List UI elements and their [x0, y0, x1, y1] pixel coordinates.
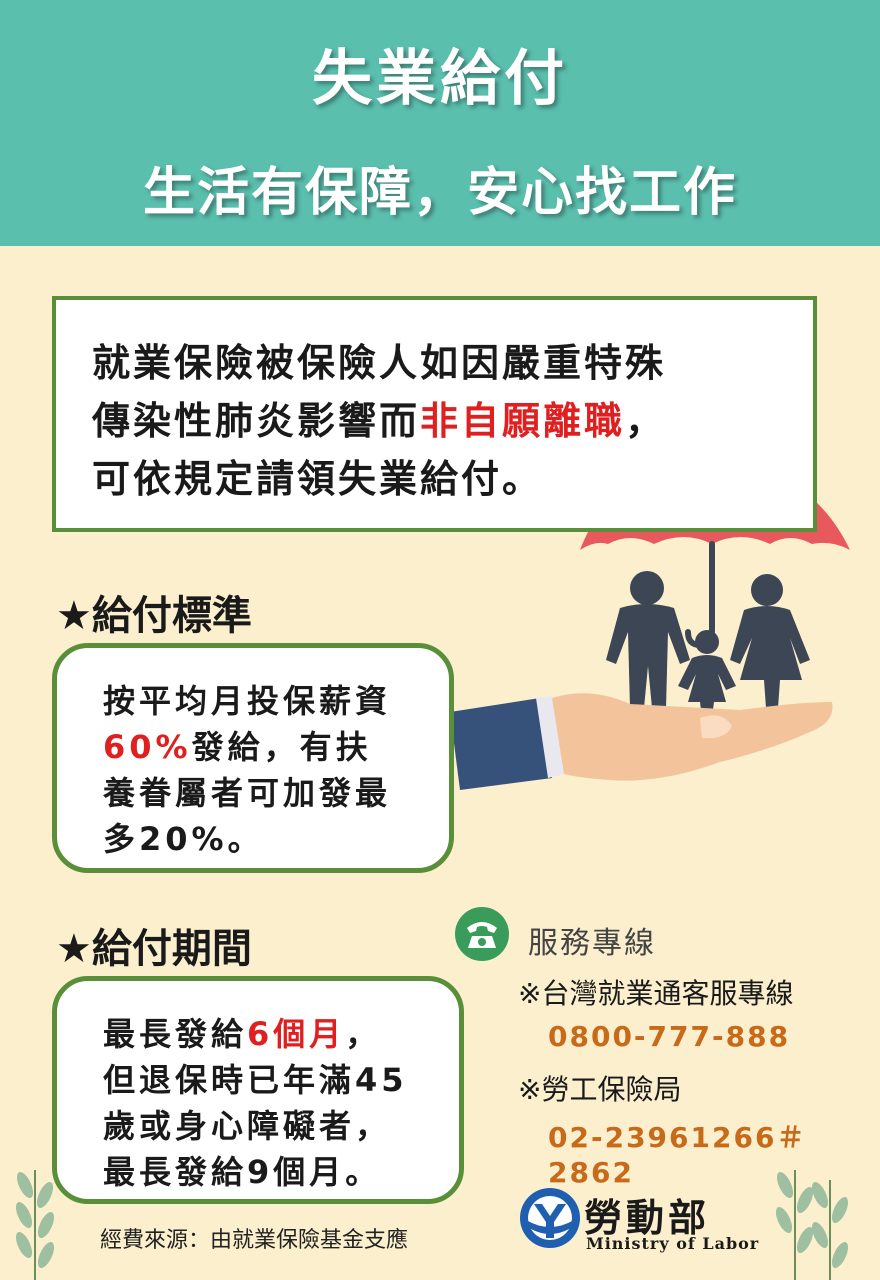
ministry-logo-icon	[520, 1188, 580, 1248]
standard-highlight: 60%	[103, 728, 192, 766]
standard-box: 按平均月投保薪資 60%發給，有扶 養眷屬者可加發最 多20%。	[52, 643, 454, 873]
hotline-number[interactable]: 02-23961266＃2862	[548, 1121, 807, 1189]
plant-right-decoration	[775, 1170, 849, 1280]
hotline-number[interactable]: 0800-777-888	[548, 1020, 791, 1053]
intro-text: ，	[625, 399, 667, 443]
hotline-title: 服務專線	[528, 926, 656, 961]
standard-line: 多20%。	[103, 820, 264, 858]
intro-line: 傳染性肺炎影響而非自願離職，	[92, 392, 813, 450]
period-line: 最長發給9個月。	[103, 1153, 382, 1191]
period-line: 最長發給6個月，	[103, 1011, 459, 1057]
intro-highlight: 非自願離職	[420, 399, 626, 443]
hotline-label: ※台灣就業通客服專線	[518, 977, 794, 1010]
intro-line: 可依規定請領失業給付。	[92, 457, 544, 501]
ministry-name: 勞動部	[584, 1195, 711, 1240]
standard-line: 養眷屬者可加發最	[103, 774, 392, 812]
intro-line: 就業保險被保險人如因嚴重特殊	[92, 341, 667, 385]
standard-heading: ★給付標準	[56, 593, 252, 639]
plant-left-decoration	[15, 1170, 55, 1280]
period-line: 歲或身心障礙者，	[103, 1107, 392, 1145]
page-title: 失業給付	[312, 44, 568, 114]
period-text: ，	[345, 1015, 382, 1053]
period-text: 最長發給	[103, 1015, 248, 1053]
standard-line: 60%發給，有扶	[103, 724, 449, 770]
page-subtitle: 生活有保障，安心找工作	[142, 163, 737, 223]
phone-icon	[455, 907, 509, 961]
ministry-name-en: Ministry of Labor	[586, 1234, 760, 1253]
intro-box: 就業保險被保險人如因嚴重特殊 傳染性肺炎影響而非自願離職， 可依規定請領失業給付…	[52, 296, 817, 532]
standard-text: 發給，有扶	[191, 728, 372, 766]
period-line: 但退保時已年滿45	[103, 1061, 408, 1099]
header-banner: 失業給付 生活有保障，安心找工作	[0, 0, 880, 246]
period-heading: ★給付期間	[56, 926, 252, 972]
standard-line: 按平均月投保薪資	[103, 682, 392, 720]
funding-source: 經費來源：由就業保險基金支應	[100, 1228, 409, 1253]
intro-text: 傳染性肺炎影響而	[92, 399, 421, 443]
hotline-label: ※勞工保險局	[518, 1073, 682, 1106]
period-box: 最長發給6個月， 但退保時已年滿45 歲或身心障礙者， 最長發給9個月。	[52, 976, 464, 1204]
period-highlight: 6個月	[247, 1015, 346, 1053]
